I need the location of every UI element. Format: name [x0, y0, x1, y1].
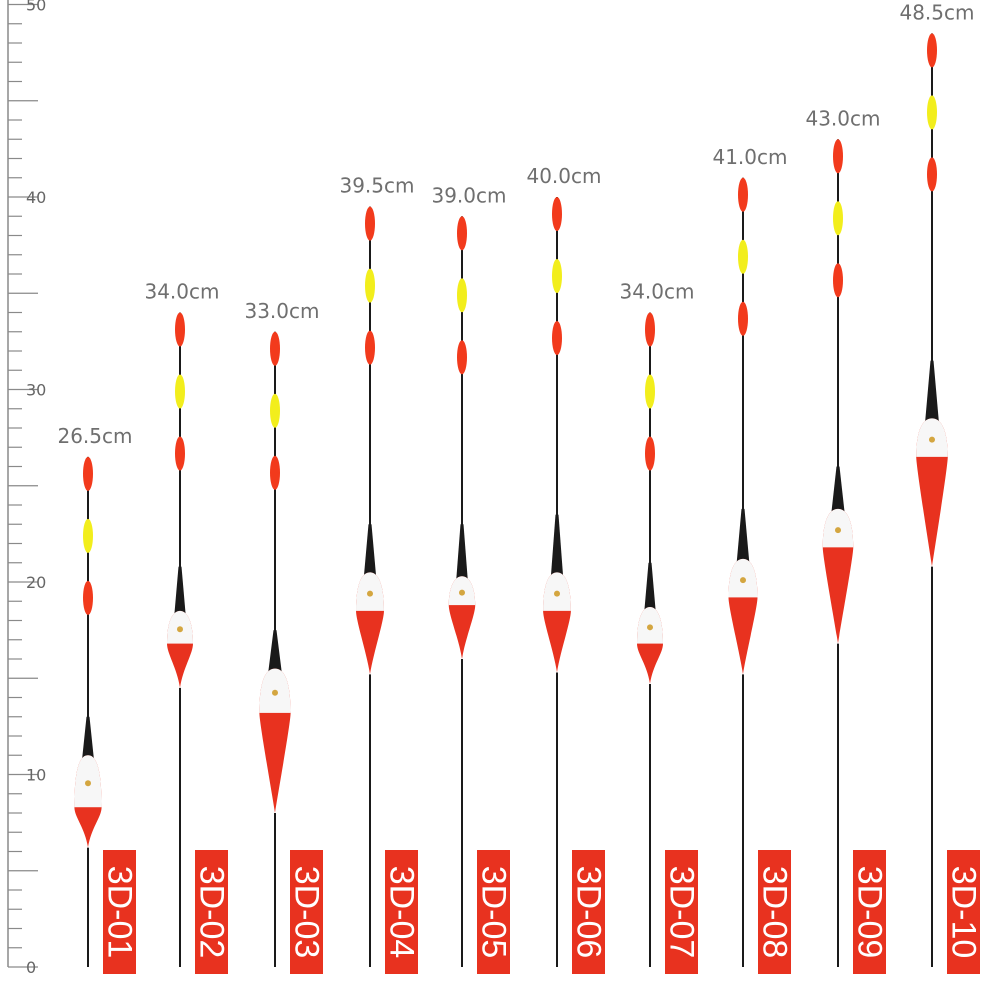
model-label: 3D-02 [193, 866, 231, 959]
float-tip-yellow [927, 95, 937, 130]
float-tip-yellow [175, 374, 185, 409]
length-label: 39.0cm [431, 183, 506, 207]
float-3d-06: 40.0cm 3D-06 [526, 164, 608, 974]
length-label: 40.0cm [526, 164, 601, 188]
model-label: 3D-04 [383, 866, 421, 959]
float-tip-red-top [457, 216, 467, 251]
model-label: 3D-06 [570, 866, 608, 959]
float-tip-red-lower [927, 157, 937, 192]
float-tip-red-top [552, 197, 562, 231]
length-label: 34.0cm [144, 280, 219, 304]
float-tip-red-lower [175, 436, 185, 471]
length-label: 41.0cm [712, 145, 787, 169]
model-label-box [572, 850, 605, 974]
float-collar [363, 524, 377, 579]
length-label: 33.0cm [244, 299, 319, 323]
float-3d-10: 48.5cm 3D-10 [899, 0, 983, 974]
model-label-box [665, 850, 698, 974]
float-tip-red-top [270, 331, 280, 366]
float-logo [177, 626, 183, 633]
float-tip-red-lower [365, 330, 375, 365]
float-logo [740, 577, 746, 584]
float-collar [924, 360, 940, 425]
length-label: 26.5cm [57, 424, 132, 448]
float-3d-09: 43.0cm 3D-09 [805, 106, 889, 974]
float-tip-yellow [457, 278, 467, 313]
float-3d-04: 39.5cm 3D-04 [339, 174, 421, 974]
model-label-box [758, 850, 791, 974]
ruler: 0 10 20 30 40 50 [7, 0, 46, 977]
float-collar [456, 524, 468, 583]
float-logo [647, 624, 653, 631]
length-label: 34.0cm [619, 280, 694, 304]
float-logo [835, 527, 841, 534]
float-tip-red-top [83, 456, 93, 491]
float-tip-red-lower [457, 340, 467, 375]
model-label-box [290, 850, 323, 974]
float-collar [831, 466, 845, 515]
float-logo [459, 589, 465, 596]
model-label: 3D-03 [288, 866, 326, 959]
float-logo [367, 590, 373, 597]
float-collar [736, 508, 750, 565]
float-tip-red-top [365, 206, 375, 241]
float-tip-red-top [927, 33, 937, 68]
float-collar [81, 716, 95, 762]
float-3d-01: 26.5cm 3D-01 [57, 424, 139, 974]
float-tip-yellow [833, 201, 843, 236]
model-label-box [947, 850, 980, 974]
model-label-box [853, 850, 886, 974]
float-logo [85, 780, 91, 787]
model-label: 3D-08 [756, 866, 794, 959]
float-3d-03: 33.0cm 3D-03 [244, 299, 326, 974]
float-tip-yellow [365, 268, 375, 303]
length-label: 48.5cm [899, 0, 974, 24]
float-collar [644, 562, 656, 614]
ruler-label: 0 [26, 958, 36, 977]
float-collar [267, 630, 283, 675]
model-label-box [385, 850, 418, 974]
float-logo [272, 689, 278, 696]
float-tip-red-lower [83, 580, 93, 615]
ruler-label: 50 [26, 0, 46, 15]
float-3d-08: 41.0cm 3D-08 [712, 145, 794, 974]
float-tip-yellow [552, 259, 562, 293]
float-3d-02: 34.0cm 3D-02 [144, 280, 231, 974]
model-label: 3D-07 [663, 866, 701, 959]
float-collar [174, 566, 186, 617]
float-logo [554, 590, 560, 597]
float-tip-yellow [738, 239, 748, 274]
model-label: 3D-05 [475, 866, 513, 959]
float-tip-red-top [175, 312, 185, 347]
ruler-label: 10 [26, 766, 46, 785]
ruler-label: 30 [26, 381, 46, 400]
float-tip-red-lower [270, 455, 280, 490]
float-3d-05: 39.0cm 3D-05 [431, 183, 513, 974]
model-label: 3D-09 [851, 866, 889, 959]
float-tip-red-lower [833, 263, 843, 298]
float-tip-red-top [738, 177, 748, 212]
model-label: 3D-01 [101, 866, 139, 959]
float-logo [929, 436, 935, 443]
float-collar [550, 514, 564, 579]
float-tip-yellow [270, 393, 280, 428]
model-label: 3D-10 [945, 866, 983, 959]
float-tip-red-top [833, 139, 843, 174]
float-tip-red-top [645, 312, 655, 347]
float-tip-red-lower [645, 436, 655, 471]
model-label-box [195, 850, 228, 974]
ruler-label: 40 [26, 188, 46, 207]
float-lineup: 26.5cm3D-0134.0cm3D-0233.0cm3D-0339.5cm3… [57, 0, 983, 974]
model-label-box [477, 850, 510, 974]
float-tip-red-lower [738, 301, 748, 336]
model-label-box [103, 850, 136, 974]
float-tip-yellow [83, 518, 93, 553]
length-label: 39.5cm [339, 174, 414, 198]
float-tip-red-lower [552, 321, 562, 355]
length-label: 43.0cm [805, 106, 880, 130]
float-3d-07: 34.0cm 3D-07 [619, 280, 701, 974]
float-tip-yellow [645, 374, 655, 409]
ruler-label: 20 [26, 573, 46, 592]
